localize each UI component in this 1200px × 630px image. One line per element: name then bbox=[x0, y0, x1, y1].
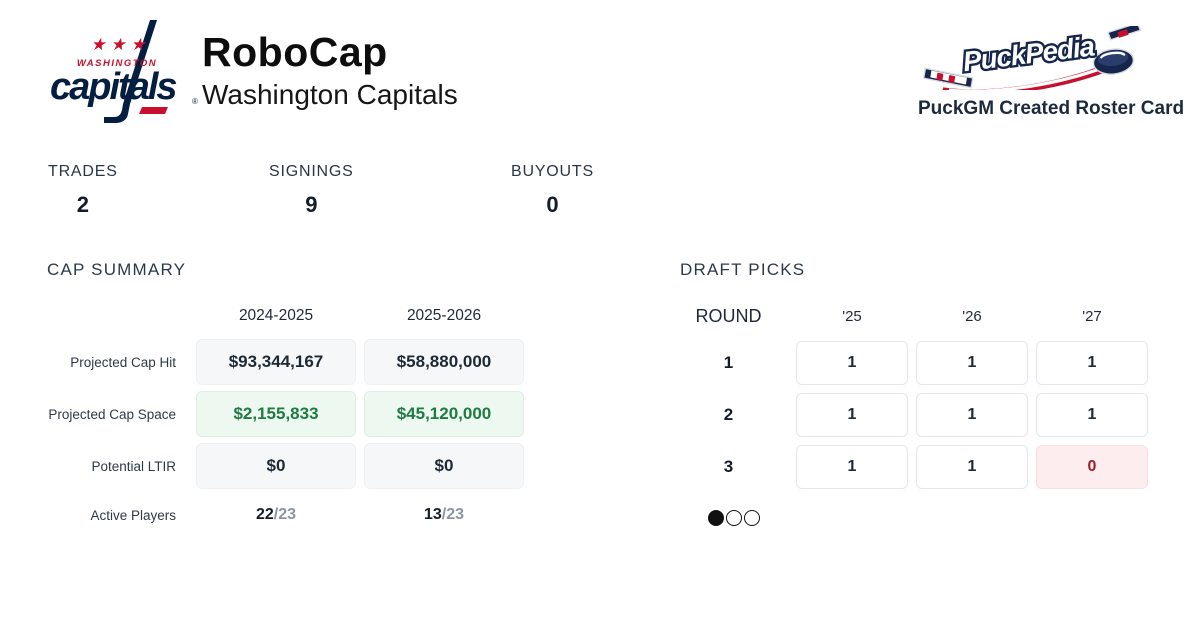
pagination-dot[interactable] bbox=[708, 510, 724, 526]
capitals-logo: ★ ★ ★ WASHINGTON capitals ® bbox=[50, 20, 198, 123]
page-subtitle: Washington Capitals bbox=[202, 79, 458, 111]
stat-value: 2 bbox=[76, 192, 89, 217]
stat-signings: SIGNINGS 9 bbox=[269, 163, 354, 218]
star-icon: ★ ★ ★ bbox=[90, 35, 147, 54]
row-label-projected-cap-space: Projected Cap Space bbox=[48, 406, 176, 422]
draft-pick-cell: 1 bbox=[1036, 393, 1148, 437]
pagination-dot[interactable] bbox=[744, 510, 760, 526]
year-column-header: '27 bbox=[1082, 308, 1102, 325]
cap-summary-table: 2024-2025 2025-2026 Projected Cap Hit $9… bbox=[34, 303, 524, 535]
team-city-text: WASHINGTON bbox=[77, 58, 157, 69]
cap-summary-heading: CAP SUMMARY bbox=[47, 260, 187, 279]
active-players-cell: 13/23 bbox=[364, 506, 524, 524]
draft-pick-cell: 1 bbox=[916, 393, 1028, 437]
brand-block: PuckPedia PuckGM Created Roster Card bbox=[918, 26, 1185, 120]
round-number: 3 bbox=[723, 457, 734, 476]
draft-picks-heading: DRAFT PICKS bbox=[680, 260, 806, 279]
season-column-header: 2025-2026 bbox=[406, 307, 482, 324]
header-title-block: RoboCap Washington Capitals bbox=[202, 29, 458, 111]
stat-label: SIGNINGS bbox=[269, 163, 354, 180]
pagination-dot[interactable] bbox=[726, 510, 742, 526]
swoosh-highlight bbox=[948, 61, 1117, 90]
cap-hit-cell: $93,344,167 bbox=[196, 339, 356, 385]
brand-caption: PuckGM Created Roster Card bbox=[918, 98, 1185, 119]
cap-hit-cell: $58,880,000 bbox=[364, 339, 524, 385]
registered-mark: ® bbox=[192, 97, 198, 106]
draft-pick-cell-zero: 0 bbox=[1036, 445, 1148, 489]
cap-space-cell: $2,155,833 bbox=[196, 391, 356, 437]
hockey-stick-icon bbox=[104, 20, 157, 123]
draft-pick-cell: 1 bbox=[796, 393, 908, 437]
stat-value: 9 bbox=[305, 192, 318, 217]
active-players-current: 22 bbox=[255, 506, 274, 523]
hockey-stick-icon bbox=[923, 67, 974, 89]
round-number: 2 bbox=[723, 405, 734, 424]
active-players-cell: 22/23 bbox=[196, 506, 356, 524]
active-players-max: /23 bbox=[273, 506, 297, 523]
pagination-dots bbox=[708, 510, 760, 526]
puckpedia-logo: PuckPedia bbox=[923, 26, 1142, 90]
brand-wordmark-text: PuckPedia bbox=[961, 30, 1096, 77]
stick-accent bbox=[139, 107, 168, 114]
puck-icon bbox=[1092, 48, 1135, 75]
draft-pick-cell: 1 bbox=[796, 341, 908, 385]
cap-space-cell: $45,120,000 bbox=[364, 391, 524, 437]
round-column-header: ROUND bbox=[695, 305, 762, 326]
stat-trades: TRADES 2 bbox=[48, 163, 118, 218]
draft-pick-cell: 1 bbox=[916, 445, 1028, 489]
year-column-header: '25 bbox=[842, 308, 862, 325]
page-title: RoboCap bbox=[202, 29, 388, 75]
stat-label: BUYOUTS bbox=[511, 163, 594, 180]
active-players-current: 13 bbox=[423, 506, 442, 523]
ltir-cell: $0 bbox=[364, 443, 524, 489]
draft-pick-cell: 1 bbox=[916, 341, 1028, 385]
row-label-potential-ltir: Potential LTIR bbox=[91, 458, 176, 474]
draft-picks-table: ROUND '25 '26 '27 1 1 1 1 2 1 1 1 3 1 1 … bbox=[669, 303, 1148, 489]
stat-value: 0 bbox=[546, 192, 559, 217]
draft-pick-cell: 1 bbox=[796, 445, 908, 489]
row-label-active-players: Active Players bbox=[90, 507, 176, 523]
year-column-header: '26 bbox=[962, 308, 982, 325]
swoosh-accent bbox=[941, 57, 1123, 90]
round-number: 1 bbox=[723, 353, 734, 372]
active-players-max: /23 bbox=[441, 506, 465, 523]
stick-tip-icon bbox=[1106, 26, 1142, 41]
stat-label: TRADES bbox=[48, 163, 118, 180]
row-label-projected-cap-hit: Projected Cap Hit bbox=[70, 354, 176, 370]
season-column-header: 2024-2025 bbox=[238, 307, 314, 324]
ltir-cell: $0 bbox=[196, 443, 356, 489]
stat-buyouts: BUYOUTS 0 bbox=[511, 163, 594, 218]
draft-pick-cell: 1 bbox=[1036, 341, 1148, 385]
team-wordmark-text: capitals bbox=[50, 66, 176, 108]
